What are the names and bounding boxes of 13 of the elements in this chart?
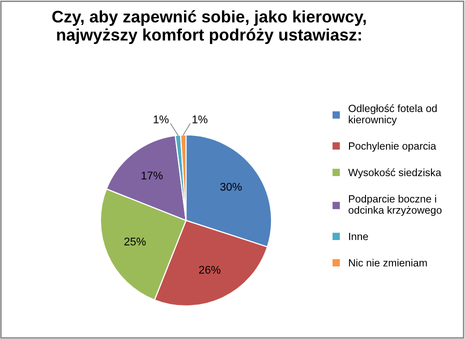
data-label: 30% <box>220 182 242 191</box>
legend-label: Wysokość siedziska <box>348 168 442 178</box>
legend-label: Podparcie boczne i odcinka krzyżowego <box>348 194 442 216</box>
legend-label: Inne <box>349 232 368 240</box>
data-label: 17% <box>142 172 163 180</box>
data-label: 1% <box>192 115 208 124</box>
chart-title: Czy, aby zapewnić sobie, jako kierowcy, najwyższy komfort podróży ustawiasz: <box>52 10 366 44</box>
data-label: 26% <box>199 266 220 274</box>
legend-label: Odległość fotela od kierownicy <box>348 104 437 126</box>
legend-label: Nic nie zmieniam <box>349 258 427 267</box>
data-label: 1% <box>154 115 169 124</box>
legend-label: Pochylenie oparcia <box>349 142 436 152</box>
data-label: 25% <box>124 238 146 246</box>
